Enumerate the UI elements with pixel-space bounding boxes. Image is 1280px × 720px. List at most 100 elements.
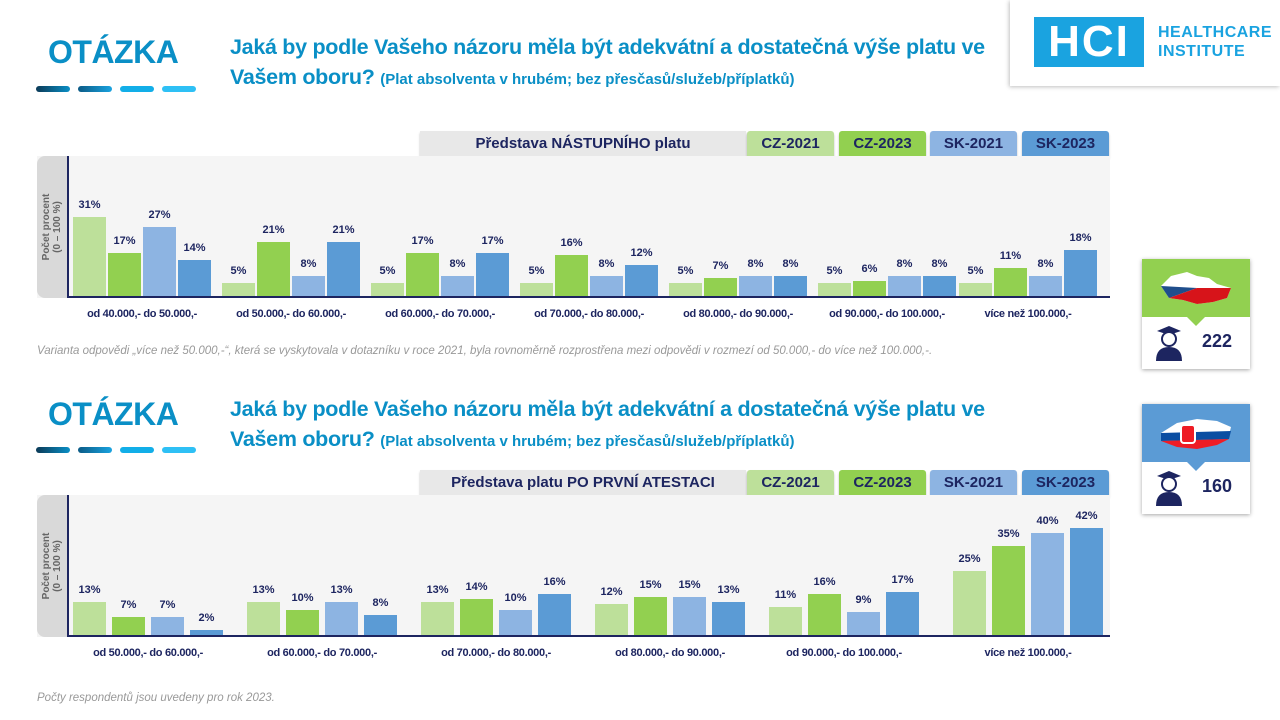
bar-sk-2023 <box>886 591 919 635</box>
data-label: 17% <box>891 573 914 586</box>
data-label: 10% <box>291 591 314 604</box>
bar-sk-2023 <box>1064 250 1097 296</box>
data-label: 13% <box>252 583 275 596</box>
question-text: Jaká by podle Vašeho názoru měla být ade… <box>230 35 985 89</box>
bar-sk-2021 <box>590 275 623 296</box>
category-label: od 70.000,- do 80.000,- <box>534 308 644 320</box>
y-axis-line <box>67 156 69 298</box>
legend-title: Představa NÁSTUPNÍHO platu <box>420 131 746 157</box>
bar-sk-2023 <box>190 629 223 635</box>
data-label: 8% <box>931 257 948 270</box>
bar-sk-2021 <box>847 612 880 635</box>
data-label: 5% <box>379 265 396 278</box>
legend-sk-2023: SK-2023 <box>1022 131 1109 157</box>
legend-cz-2021: CZ-2021 <box>747 470 834 496</box>
bar-cz-2021 <box>520 283 553 296</box>
bar-cz-2023 <box>808 594 841 635</box>
chart-after-attestation: Počet procent (0 – 100 %) 13% 7% 7% 2% od 50.0… <box>37 495 1110 659</box>
data-label: 5% <box>677 265 694 278</box>
bar-cz-2023 <box>853 280 886 296</box>
bar-cz-2021 <box>818 283 851 296</box>
data-label: 40% <box>1036 515 1059 527</box>
bar-cz-2021 <box>421 601 454 635</box>
data-label: 15% <box>678 578 701 591</box>
bar-cz-2021 <box>73 216 106 296</box>
legend-cz-2021: CZ-2021 <box>747 131 834 157</box>
category-label: od 40.000,- do 50.000,- <box>87 308 197 320</box>
data-label: 17% <box>481 234 504 247</box>
bar-cz-2021 <box>769 606 802 635</box>
data-label: 5% <box>528 265 545 278</box>
bar-cz-2023 <box>286 609 319 635</box>
data-label: 17% <box>411 234 434 247</box>
data-label: 13% <box>426 583 449 596</box>
bar-cz-2023 <box>994 267 1027 296</box>
bar-cz-2021 <box>73 601 106 635</box>
legend-sk-2021: SK-2021 <box>930 470 1017 496</box>
bar-sk-2023 <box>1070 527 1103 635</box>
category-label: od 70.000,- do 80.000,- <box>441 647 551 659</box>
data-label: 17% <box>113 234 136 247</box>
bar-cz-2021 <box>371 283 404 296</box>
data-label: 18% <box>1069 232 1092 245</box>
sk-respondents-card: 160 <box>1142 404 1250 514</box>
sk-respondent-count: 160 <box>1202 476 1233 496</box>
decorative-dashes-2 <box>36 447 196 453</box>
data-label: 7% <box>159 599 176 612</box>
data-label: 12% <box>600 586 623 599</box>
data-label: 16% <box>560 237 583 250</box>
cz-map-icon <box>1142 259 1250 317</box>
bar-sk-2021 <box>1031 533 1064 635</box>
y-axis-line <box>67 495 69 637</box>
data-label: 16% <box>543 576 566 589</box>
bar-sk-2021 <box>739 275 772 296</box>
otazka-heading-2: OTÁZKA <box>48 396 179 432</box>
data-label: 21% <box>262 224 285 237</box>
category-label: více než 100.000,- <box>984 308 1072 320</box>
data-label: 15% <box>639 578 662 591</box>
hci-logo: HCI HEALTHCARE INSTITUTE <box>1010 0 1280 86</box>
data-label: 27% <box>148 209 171 222</box>
data-label: 13% <box>330 583 353 596</box>
category-label: od 60.000,- do 70.000,- <box>385 308 495 320</box>
data-label: 11% <box>999 249 1022 262</box>
otazka-heading: OTÁZKA <box>48 34 179 70</box>
graduate-icon <box>1156 326 1182 361</box>
bar-cz-2023 <box>992 545 1025 635</box>
category-label: od 90.000,- do 100.000,- <box>829 308 945 320</box>
card-pointer <box>1187 462 1205 471</box>
data-label: 21% <box>332 224 355 237</box>
y-axis-label: Počet procent (0 – 100 %) <box>37 156 67 298</box>
legend-cz-2023: CZ-2023 <box>839 131 926 157</box>
bar-cz-2023 <box>112 617 145 635</box>
bar-cz-2021 <box>595 604 628 635</box>
data-label: 8% <box>598 257 615 270</box>
legend-cz-2023: CZ-2023 <box>839 470 926 496</box>
question-text-2: Jaká by podle Vašeho názoru měla být ade… <box>230 397 985 451</box>
data-label: 8% <box>747 257 764 270</box>
y-axis-label: Počet procent (0 – 100 %) <box>37 495 67 637</box>
data-label: 16% <box>813 576 836 589</box>
data-label: 8% <box>449 257 466 270</box>
data-label: 14% <box>183 242 206 255</box>
bar-sk-2021 <box>888 275 921 296</box>
category-label: od 90.000,- do 100.000,- <box>786 647 902 659</box>
category-label: od 80.000,- do 90.000,- <box>683 308 793 320</box>
category-label: více než 100.000,- <box>984 647 1072 659</box>
legend-sk-2021: SK-2021 <box>930 131 1017 157</box>
graduate-icon <box>1156 471 1182 506</box>
bar-cz-2021 <box>669 283 702 296</box>
category-label: od 50.000,- do 60.000,- <box>236 308 346 320</box>
bar-sk-2023 <box>364 614 397 635</box>
data-label: 2% <box>198 611 215 624</box>
decorative-dashes <box>36 86 196 92</box>
data-label: 14% <box>465 581 488 594</box>
bar-sk-2023 <box>538 594 571 635</box>
data-label: 9% <box>855 594 872 607</box>
bar-cz-2021 <box>953 571 986 635</box>
bar-sk-2021 <box>325 601 358 635</box>
category-label: od 50.000,- do 60.000,- <box>93 647 203 659</box>
data-label: 12% <box>630 247 653 260</box>
bar-sk-2021 <box>441 275 474 296</box>
data-label: 8% <box>300 257 317 270</box>
